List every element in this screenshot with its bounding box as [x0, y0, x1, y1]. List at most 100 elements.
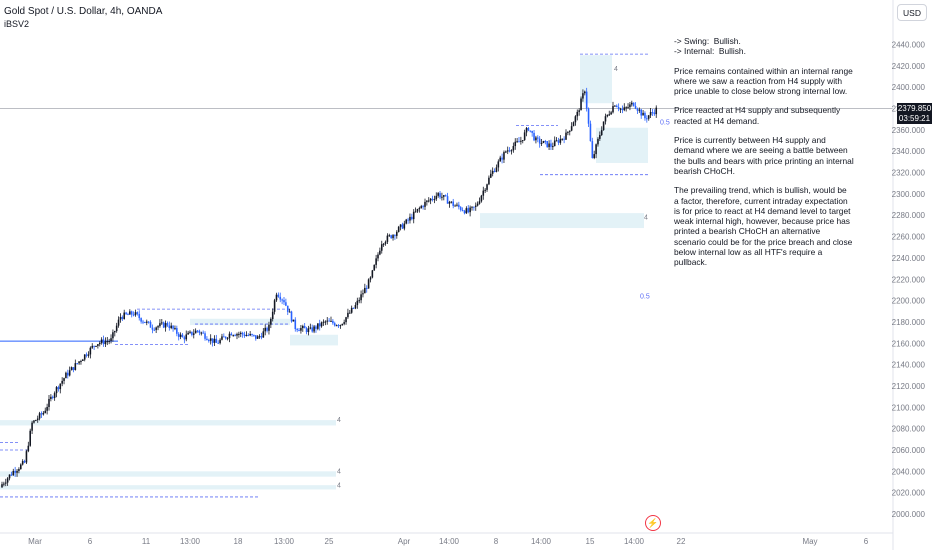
- x-tick-label: May: [802, 537, 817, 546]
- candle-body: [211, 338, 214, 343]
- candle-body: [527, 127, 530, 131]
- candle-body: [593, 154, 595, 159]
- candle-body: [198, 330, 201, 333]
- symbol-title: Gold Spot / U.S. Dollar, 4h, OANDA: [4, 6, 163, 17]
- candle-body: [179, 334, 182, 337]
- candle-body: [412, 211, 415, 220]
- candle-body: [612, 106, 614, 113]
- indicator-label[interactable]: iBSV2: [4, 19, 30, 29]
- candle-body: [570, 126, 573, 131]
- candle-body: [102, 339, 105, 345]
- candle-body: [206, 338, 208, 341]
- candle-body: [469, 207, 471, 213]
- candle-body: [535, 137, 537, 141]
- candle-body: [144, 321, 146, 323]
- candle-body: [647, 115, 650, 119]
- candle-body: [151, 327, 154, 330]
- candle-body: [341, 323, 344, 326]
- candle-body: [87, 354, 90, 356]
- zone-rect: [0, 485, 336, 490]
- candle-body: [162, 322, 165, 328]
- candle-body: [623, 107, 626, 111]
- candle-body: [529, 130, 532, 132]
- last-price-value: 2379.850: [897, 104, 932, 113]
- y-tick-label: 2000.000: [892, 510, 926, 519]
- candle-body: [655, 107, 658, 115]
- chart-annotation-label: 0.5: [660, 120, 670, 127]
- candle-body: [345, 317, 347, 323]
- candle-body: [362, 293, 364, 295]
- candles-layer: [1, 87, 658, 488]
- candle-body: [375, 258, 377, 265]
- candle-body: [121, 316, 124, 320]
- candle-body: [27, 445, 30, 452]
- candle-body: [337, 325, 340, 327]
- price-axis[interactable]: 2000.000 2020.000 2040.000 2060.000 2080.000…: [892, 0, 926, 550]
- y-tick-label: 2280.000: [892, 211, 926, 220]
- candle-body: [330, 320, 332, 322]
- candle-body: [183, 337, 186, 340]
- candle-body: [495, 167, 498, 172]
- y-tick-label: 2140.000: [892, 361, 926, 370]
- candle-body: [230, 333, 233, 336]
- candle-body: [521, 140, 524, 142]
- candle-body: [6, 478, 9, 483]
- zone-rect: [596, 127, 648, 163]
- candle-body: [407, 219, 409, 221]
- candle-body: [454, 205, 456, 207]
- candle-body: [347, 312, 349, 318]
- candle-body: [191, 331, 193, 335]
- candle-body: [380, 244, 383, 251]
- candle-body: [51, 396, 54, 398]
- chart-annotation-label: 4: [644, 215, 648, 222]
- x-tick-label: 14:00: [624, 537, 645, 546]
- chart-annotation-label: 4: [337, 468, 341, 475]
- candle-body: [326, 320, 329, 322]
- candle-body: [491, 170, 494, 174]
- candle-body: [14, 470, 16, 473]
- candle-body: [74, 363, 77, 370]
- candle-body: [587, 108, 590, 124]
- currency-button[interactable]: USD: [897, 4, 927, 21]
- candle-body: [322, 321, 325, 323]
- candle-body: [315, 326, 317, 329]
- candle-body: [192, 333, 195, 335]
- candle-body: [448, 202, 451, 204]
- candle-body: [63, 378, 65, 381]
- candle-body: [638, 109, 641, 111]
- candle-body: [25, 451, 28, 463]
- candle-body: [501, 157, 503, 160]
- candle-body: [44, 410, 47, 413]
- candle-body: [20, 464, 22, 470]
- candle-body: [350, 307, 353, 313]
- candle-body: [484, 189, 486, 191]
- candle-body: [288, 311, 291, 313]
- time-axis[interactable]: Mar 6 11 13:00 18 13:00 25 Apr 14:00 8 14:00 15 14:0…: [0, 532, 893, 546]
- candle-body: [604, 116, 607, 122]
- candle-body: [294, 319, 297, 330]
- candle-body: [514, 141, 517, 147]
- candle-body: [548, 143, 550, 148]
- candle-body: [352, 307, 355, 309]
- candle-body: [307, 328, 310, 333]
- chart-annotation-label: 4: [337, 482, 341, 489]
- zones-layer: [0, 55, 648, 490]
- candle-body: [499, 157, 501, 162]
- structure-lines-layer: 0.5 0.5 4 4 4 4 4: [0, 53, 893, 498]
- y-tick-label: 2260.000: [892, 233, 926, 242]
- candle-body: [260, 336, 263, 338]
- candle-body: [473, 206, 475, 208]
- candle-body: [140, 318, 142, 322]
- candle-body: [277, 294, 280, 297]
- candle-body: [138, 314, 141, 319]
- lightning-icon[interactable]: ⚡: [645, 515, 661, 531]
- candle-body: [537, 137, 539, 139]
- x-tick-label: 15: [586, 537, 595, 546]
- candle-body: [614, 105, 616, 107]
- candle-body: [155, 327, 157, 330]
- candle-body: [187, 332, 189, 335]
- y-tick-label: 2100.000: [892, 403, 926, 412]
- y-tick-label: 2320.000: [892, 169, 926, 178]
- candle-body: [615, 105, 618, 108]
